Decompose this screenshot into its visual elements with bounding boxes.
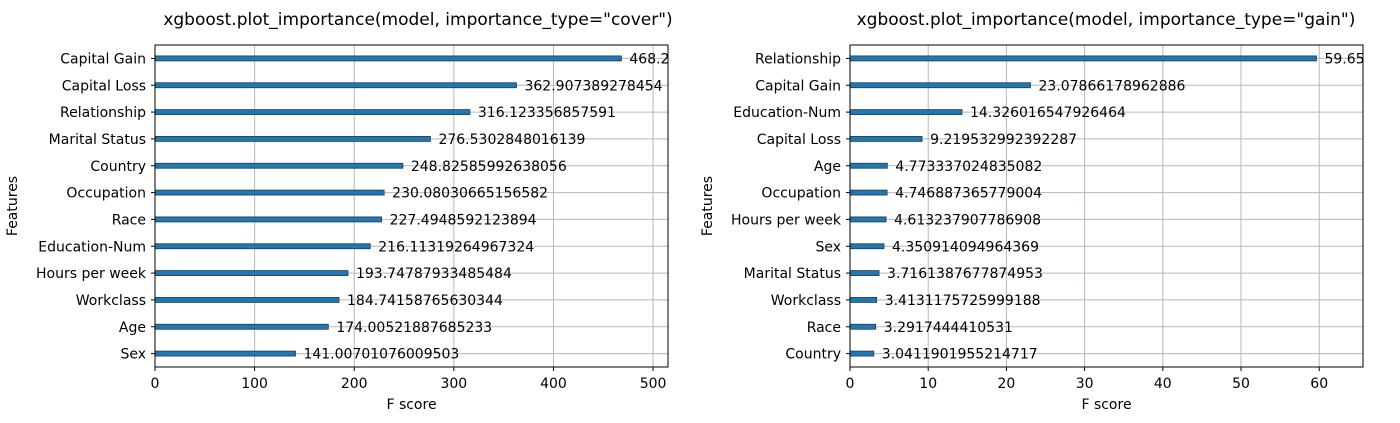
value-label: 316.123356857591 <box>478 105 616 121</box>
y-tick-label: Capital Gain <box>60 51 146 67</box>
value-label: 276.5302848016139 <box>438 132 585 148</box>
chart-gain-importance: 59.65 23.07866178962886 14.326016547926464… <box>700 10 1364 413</box>
bar-relationship <box>850 55 1317 62</box>
bar-education-num <box>155 243 371 250</box>
bar-hours-per-week <box>850 216 887 223</box>
y-tick-label: Capital Gain <box>755 78 841 94</box>
x-tick-label: 60 <box>1310 376 1328 392</box>
axes-frame <box>849 44 1364 368</box>
value-label: 362.907389278454 <box>524 78 662 94</box>
value-label: 23.07866178962886 <box>1038 78 1185 94</box>
chart-title: xgboost.plot_importance(model, importanc… <box>163 10 672 30</box>
value-label: 174.00521887685233 <box>336 320 492 336</box>
x-tick-label: 10 <box>919 376 937 392</box>
y-tick-label: Hours per week <box>36 266 147 282</box>
value-label: 4.773337024835082 <box>895 159 1042 175</box>
bar-sex <box>850 243 885 250</box>
y-tick-label: Race <box>807 320 841 336</box>
x-tick-label: 500 <box>640 376 667 392</box>
y-tick-label: Hours per week <box>731 212 842 228</box>
bar-age <box>155 323 329 330</box>
y-tick-label: Workclass <box>771 293 841 309</box>
chart-title: xgboost.plot_importance(model, importanc… <box>857 10 1356 30</box>
x-tick-label: 20 <box>997 376 1015 392</box>
y-tick-label: Marital Status <box>744 266 841 282</box>
bar-workclass <box>155 297 340 303</box>
value-label: 3.0411901955214717 <box>882 347 1038 363</box>
x-tick-label: 400 <box>540 376 567 392</box>
value-label: 193.74787933485484 <box>356 266 512 282</box>
bar-occupation <box>155 189 385 196</box>
axes-frame <box>154 44 669 368</box>
x-tick-label: 30 <box>1076 376 1094 392</box>
x-tick-label: 0 <box>151 376 160 392</box>
y-tick-label: Age <box>814 159 841 175</box>
bar-country <box>850 350 875 357</box>
y-tick-label: Capital Loss <box>757 132 841 148</box>
x-axis-label: F score <box>1081 397 1131 413</box>
bar-workclass <box>850 297 878 303</box>
y-tick-label: Country <box>785 347 841 363</box>
y-tick-label: Relationship <box>755 51 841 67</box>
value-label: 468.2 <box>629 51 669 67</box>
bar-capital-loss <box>155 82 517 89</box>
value-label: 4.746887365779004 <box>895 186 1042 202</box>
y-tick-label: Occupation <box>761 186 841 202</box>
bar-race <box>850 323 877 330</box>
y-tick-label: Country <box>90 159 146 175</box>
bar-age <box>850 162 888 169</box>
y-tick-label: Sex <box>120 347 146 363</box>
y-tick-label: Education-Num <box>38 239 146 255</box>
y-axis-label: Features <box>5 176 21 236</box>
value-label: 141.00701076009503 <box>303 347 459 363</box>
bar-hours-per-week <box>155 270 349 276</box>
x-tick-label: 0 <box>846 376 855 392</box>
value-label: 9.219532992392287 <box>930 132 1077 148</box>
value-label: 230.08030665156582 <box>392 186 548 202</box>
bar-relationship <box>155 109 471 115</box>
y-tick-label: Age <box>119 320 146 336</box>
y-tick-label: Marital Status <box>49 132 146 148</box>
bar-marital-status <box>155 136 431 142</box>
value-label: 4.613237907786908 <box>894 212 1041 228</box>
bars-layer: 59.65 23.07866178962886 14.326016547926464… <box>850 51 1364 363</box>
y-tick-label: Relationship <box>60 105 146 121</box>
value-label: 3.7161387677874953 <box>887 266 1043 282</box>
bar-education-num <box>850 109 963 115</box>
y-tick-label: Capital Loss <box>62 78 146 94</box>
bar-race <box>155 216 383 223</box>
x-axis-label: F score <box>386 397 436 413</box>
value-label: 184.74158765630344 <box>347 293 503 309</box>
x-tick-label: 100 <box>241 376 268 392</box>
value-label: 227.4948592123894 <box>390 212 537 228</box>
x-tick-label: 50 <box>1232 376 1250 392</box>
bar-sex <box>155 350 296 357</box>
bar-country <box>155 162 404 169</box>
bars-layer: 468.2 362.907389278454 316.123356857591 276… <box>155 51 669 363</box>
bar-occupation <box>850 189 888 196</box>
chart-cover-importance: 468.2 362.907389278454 316.123356857591 276… <box>5 10 673 413</box>
y-tick-label: Education-Num <box>733 105 841 121</box>
bar-marital-status <box>850 270 880 276</box>
y-axis-label: Features <box>700 176 716 236</box>
y-tick-label: Workclass <box>76 293 146 309</box>
value-label: 59.65 <box>1324 51 1364 67</box>
value-label: 3.4131175725999188 <box>885 293 1041 309</box>
bar-capital-loss <box>850 136 923 142</box>
value-label: 3.2917444410531 <box>884 320 1013 336</box>
value-label: 216.11319264967324 <box>378 239 534 255</box>
bar-capital-gain <box>155 55 622 62</box>
bar-capital-gain <box>850 82 1031 89</box>
value-label: 4.350914094964369 <box>892 239 1039 255</box>
x-tick-label: 40 <box>1154 376 1172 392</box>
x-tick-label: 300 <box>440 376 467 392</box>
x-tick-label: 200 <box>341 376 368 392</box>
y-tick-label: Race <box>112 212 146 228</box>
y-tick-label: Occupation <box>66 186 146 202</box>
value-label: 14.326016547926464 <box>970 105 1126 121</box>
value-label: 248.82585992638056 <box>411 159 567 175</box>
y-tick-label: Sex <box>815 239 841 255</box>
